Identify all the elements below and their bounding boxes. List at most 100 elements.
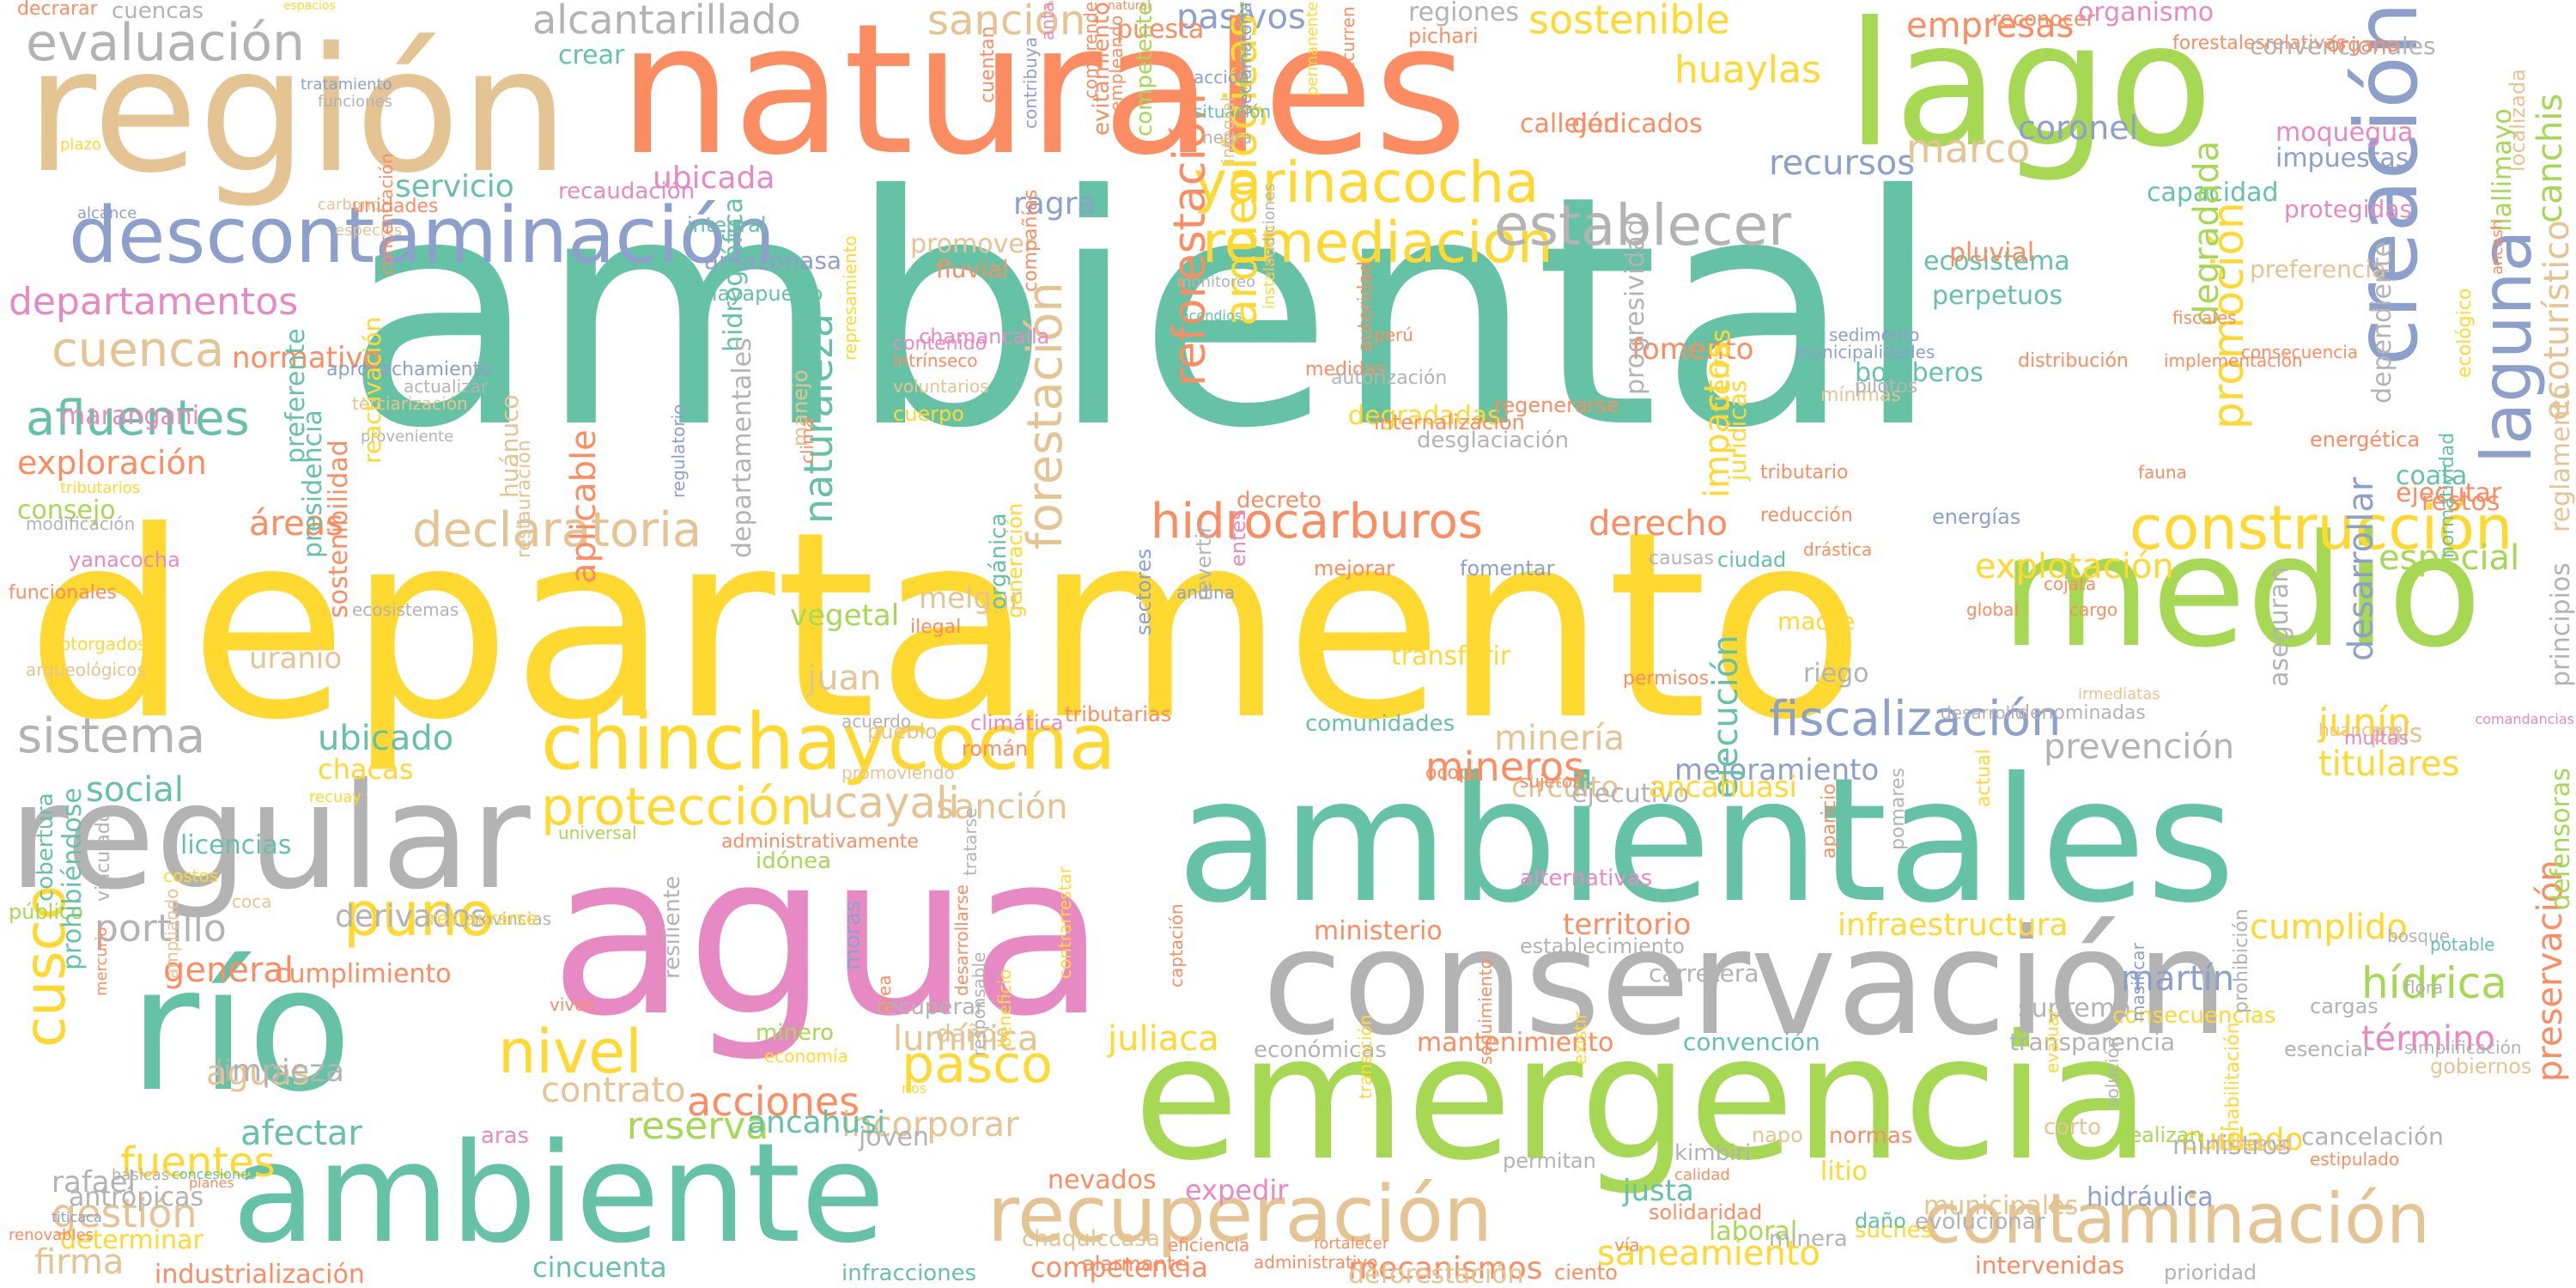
word-drastica: drástica — [1803, 539, 1873, 560]
word-departamentales: departamentales — [727, 337, 757, 558]
word-resiliente: resiliente — [659, 876, 685, 979]
word-permitan: permitan — [1503, 1149, 1596, 1173]
word-litio: litio — [1820, 1157, 1868, 1187]
word-organo: órgano — [2327, 33, 2399, 57]
word-cobertura: cobertura — [33, 793, 58, 902]
word-pasivos: pasivos — [1176, 0, 1306, 37]
word-acciones: acciones — [687, 1078, 860, 1125]
word-cumplimiento: cumplimiento — [275, 959, 452, 989]
word-esencial: esencial — [2284, 1037, 2369, 1061]
word-integral: integral — [687, 213, 767, 237]
word-reserva: reserva — [627, 1104, 769, 1148]
word-universal: universal — [558, 823, 637, 843]
word-multas: multas — [2344, 728, 2409, 750]
word-determinar: determinar — [60, 1225, 204, 1255]
word-permanente: permanente — [1303, 2, 1321, 97]
word-contrato: contrato — [541, 1071, 686, 1110]
word-circuito: circuito — [1511, 770, 1619, 805]
word-companias: compañías — [1020, 189, 1042, 292]
word-mercurio: mercurio — [93, 927, 111, 996]
word-marangani: marangani — [60, 401, 200, 431]
word-fomentar: fomentar — [1460, 556, 1555, 580]
word-coata: coata — [2396, 461, 2468, 491]
word-canchis: canchis — [2530, 93, 2570, 223]
word-municipales: municipales — [1923, 1191, 2079, 1221]
word-rafael: rafael — [52, 1165, 136, 1200]
word-autorizacion: autorización — [1331, 368, 1448, 389]
word-cuentan: cuentan — [977, 26, 999, 103]
word-departamento: departamento — [26, 477, 1866, 776]
word-evolucionar: evolucionar — [1915, 1209, 2045, 1235]
word-impuestas: impuestas — [2275, 143, 2409, 173]
word-riego: riego — [1803, 659, 1869, 689]
word-renovables: renovables — [9, 1226, 94, 1244]
word-cuerpo: cuerpo — [893, 402, 964, 426]
word-pais: país — [2370, 719, 2423, 749]
word-simplificacion: simplificación — [2404, 1037, 2522, 1058]
word-ecosistema: ecosistema — [1923, 246, 2070, 276]
word-modificacion: modificación — [26, 513, 136, 534]
word-justa: justa — [1623, 1174, 1694, 1208]
word-peru: perú — [1374, 325, 1413, 345]
word-departamentos: departamentos — [9, 280, 299, 324]
word-cumplido: cumplido — [2250, 908, 2408, 947]
word-forestacion: forestación — [1018, 282, 1073, 550]
word-minero: minero — [756, 1020, 835, 1046]
word-fortalecer: fortalecer — [1314, 1235, 1389, 1253]
word-cancelacion: cancelación — [2301, 1122, 2444, 1151]
word-promoviendo: promoviendo — [841, 762, 955, 783]
word-represamiento: represamiento — [840, 235, 860, 361]
word-progresividad: progresividad — [1620, 219, 1650, 395]
word-fuentes: fuentes — [120, 1139, 276, 1187]
word-vegetal: vegetal — [790, 598, 900, 633]
word-laboral: laboral — [1709, 1217, 1798, 1247]
word-exploracion: exploración — [17, 444, 207, 482]
word-declamatoria: declamatoria — [1235, 2, 1255, 115]
word-alcantarillado: alcantarillado — [532, 0, 801, 43]
word-aplicable: aplicable — [564, 429, 604, 584]
word-danos: daños — [936, 1019, 1009, 1048]
word-rios: ríos — [902, 1080, 927, 1097]
word-contenido: contenido — [893, 333, 987, 355]
word-competente: competente — [1132, 2, 1157, 137]
word-permisos: permisos — [1623, 668, 1710, 690]
word-uranio: uranio — [249, 641, 343, 676]
word-chaqulccasa: chaqulccasa — [1022, 1226, 1160, 1252]
word-existir: existir — [1570, 1012, 1590, 1065]
word-gestion: gestión — [52, 1190, 197, 1236]
word-chamancalla: chamancalla — [919, 325, 1050, 349]
word-ecologico: ecológico — [2454, 288, 2476, 378]
word-titicaca: titicaca — [52, 1209, 102, 1225]
word-cargas: cargas — [2310, 994, 2379, 1018]
word-ubicado: ubicado — [318, 719, 454, 758]
word-alternativas: alternativas — [1520, 866, 1653, 891]
word-fomento: fomento — [1631, 332, 1754, 367]
word-medio: medio — [2001, 502, 2482, 682]
word-hidrica: hídrica — [2361, 958, 2507, 1008]
word-moquegua: moquegua — [2275, 118, 2414, 148]
word-melgar: melgar — [919, 581, 1022, 616]
word-localizada: localizada — [2506, 69, 2530, 172]
word-tributario: tributario — [1760, 462, 1849, 483]
word-planes: planes — [189, 1175, 234, 1191]
word-sedimento: sedimento — [1829, 325, 1920, 345]
word-cuidado: cuidado — [2181, 1122, 2304, 1157]
word-administrativo: administrativo — [1254, 1252, 1378, 1273]
word-infracciones: infracciones — [841, 1261, 977, 1286]
word-fluvial: fluvial — [936, 255, 1009, 283]
word-beneficio: beneficio — [994, 969, 1015, 1048]
word-pueblo: pueblo — [867, 720, 938, 744]
word-derivados: derivados — [335, 899, 487, 934]
word-ragra: ragra — [1013, 186, 1097, 222]
word-laguna: laguna — [2467, 229, 2547, 464]
word-regulatorio: regulatorio — [668, 404, 689, 498]
word-tratamiento: tratamiento — [301, 76, 392, 94]
word-cuencas: cuencas — [112, 0, 204, 24]
word-energias: energías — [1932, 505, 2021, 529]
word-corto: corto — [2044, 1115, 2101, 1140]
word-ilegal: ilegal — [910, 617, 962, 638]
word-acuerdo: acuerdo — [841, 711, 912, 732]
word-actualizar: actualizar — [404, 376, 489, 397]
word-masificar: masificar — [2128, 943, 2148, 1022]
word-tributarios: tributarios — [60, 479, 141, 497]
